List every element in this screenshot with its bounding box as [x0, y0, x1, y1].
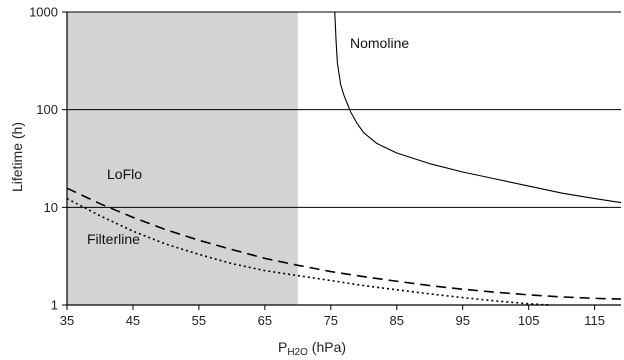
- axes-layer: [62, 11, 621, 310]
- series-line-filterline: [66, 197, 549, 306]
- y-tick-label-1: 1: [51, 298, 58, 313]
- tick-labels-layer: 35 45 55 65 75 85 95 105 115 1 10 100 1000: [29, 5, 605, 329]
- shaded-region: [67, 12, 298, 305]
- y-tick-label-10: 10: [44, 200, 58, 215]
- series-label-loflo: LoFlo: [107, 166, 142, 182]
- series-label-filterline: Filterline: [87, 231, 140, 247]
- series-line-nomoline: [334, 11, 622, 204]
- series-line-loflo: [66, 187, 622, 300]
- x-tick-label-85: 85: [390, 313, 404, 328]
- shaded-region-layer: [67, 12, 298, 305]
- x-tick-label-55: 55: [192, 313, 206, 328]
- y-axis-title: Lifetime (h): [9, 122, 25, 192]
- x-tick-label-65: 65: [258, 313, 272, 328]
- series-label-nomoline: Nomoline: [350, 35, 409, 51]
- x-tick-label-75: 75: [324, 313, 338, 328]
- x-tick-label-95: 95: [455, 313, 469, 328]
- x-axis-title-unit: (hPa): [308, 339, 346, 355]
- x-tick-label-45: 45: [126, 313, 140, 328]
- y-tick-label-1000: 1000: [29, 5, 58, 20]
- y-tick-label-100: 100: [36, 102, 58, 117]
- series-layer: [66, 11, 622, 306]
- x-axis-title: PH2O (hPa): [278, 339, 346, 358]
- grid-layer: [67, 11, 621, 208]
- x-tick-label-35: 35: [60, 313, 74, 328]
- x-axis-title-main: P: [278, 339, 287, 355]
- x-tick-label-115: 115: [584, 313, 605, 328]
- x-tick-label-105: 105: [518, 313, 540, 328]
- x-axis-title-subscript: H2O: [287, 347, 308, 358]
